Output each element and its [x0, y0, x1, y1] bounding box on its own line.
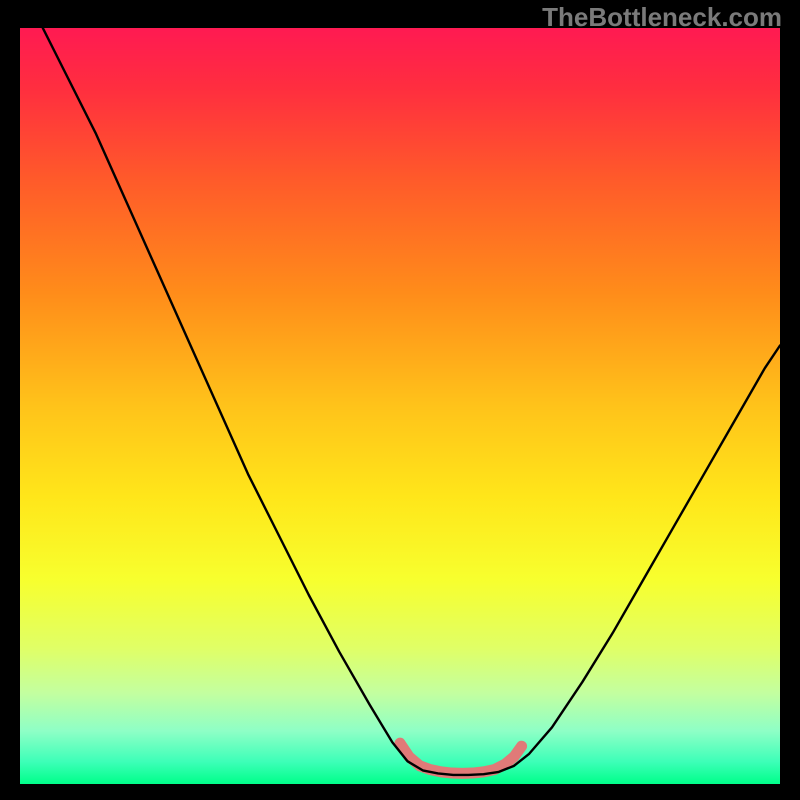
- watermark-text: TheBottleneck.com: [542, 2, 782, 33]
- plot-svg: [20, 28, 780, 784]
- chart-frame: TheBottleneck.com: [0, 0, 800, 800]
- plot-area: [20, 28, 780, 784]
- gradient-background: [20, 28, 780, 784]
